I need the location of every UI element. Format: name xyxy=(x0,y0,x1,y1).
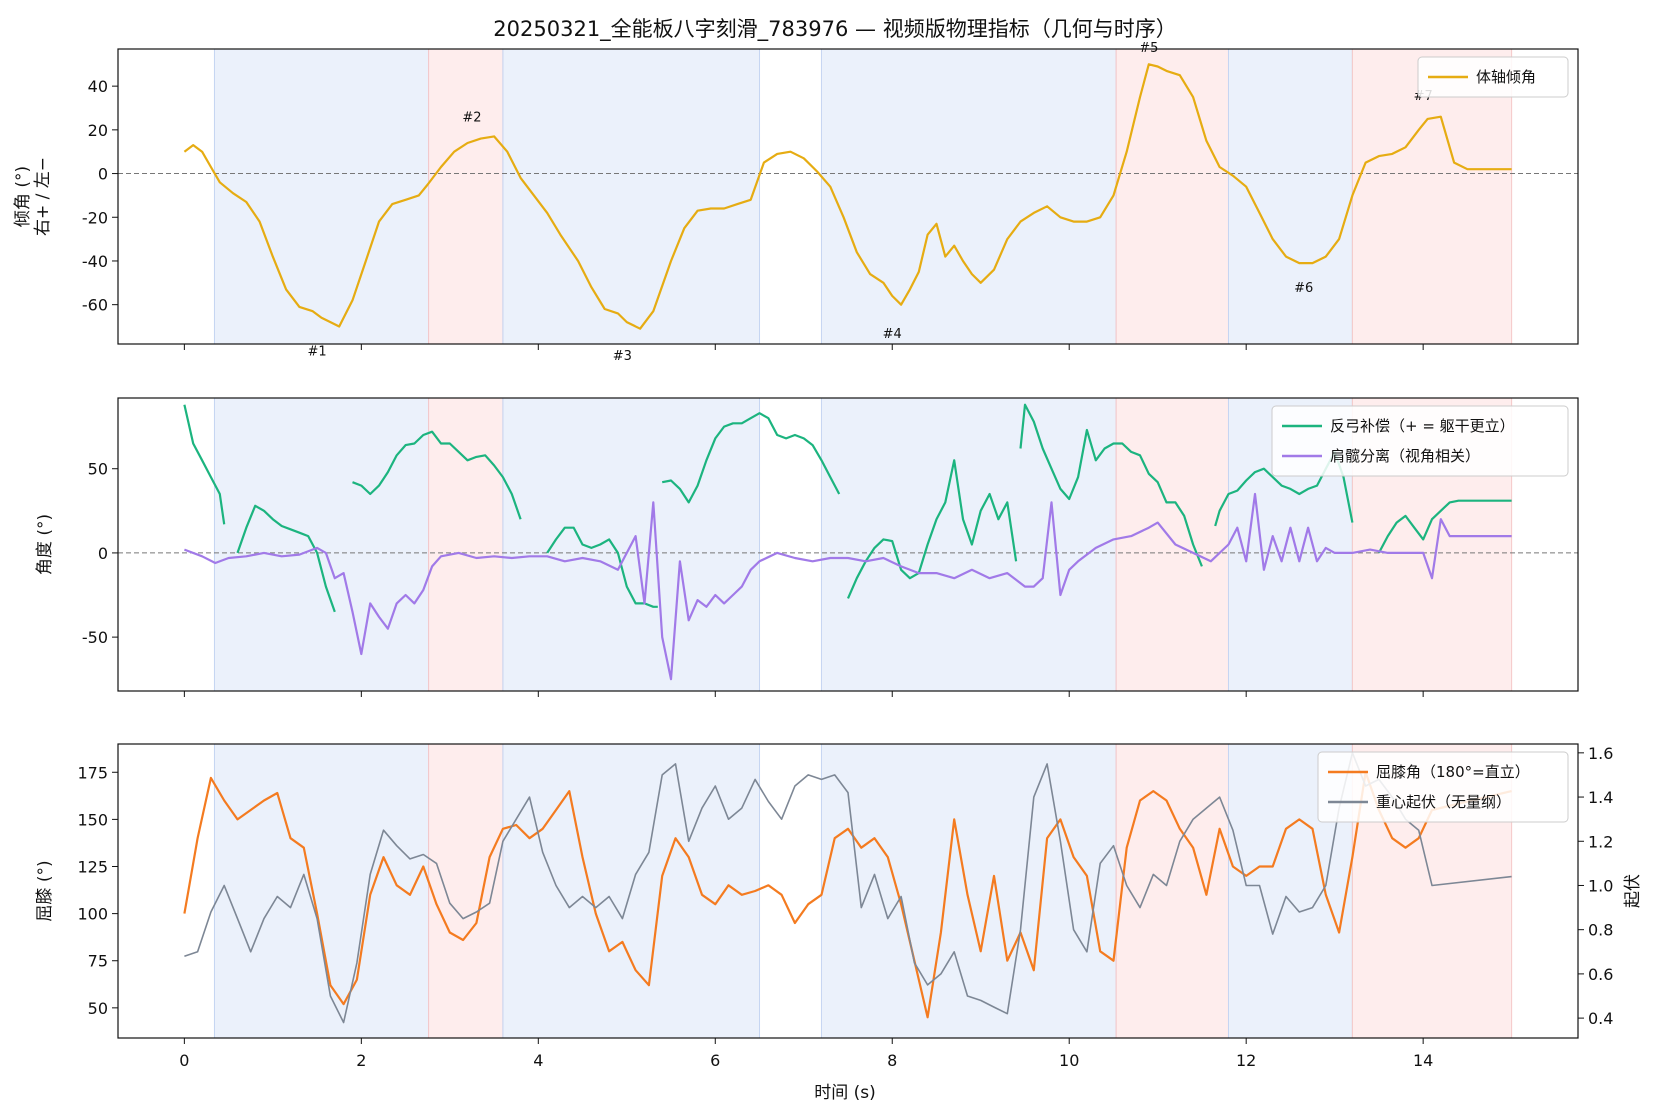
peak-annotation: #3 xyxy=(613,349,632,364)
panel-angles: 50 0 -50 角度 (°) 反弓补偿（+ = 躯干更立） 肩髋分离（视角相关） xyxy=(35,397,1579,697)
x-tick-label: 14 xyxy=(1413,1051,1433,1070)
series-line-angles-0 xyxy=(661,412,841,504)
y-tick-label: 75 xyxy=(88,952,108,971)
y-tick-label: 50 xyxy=(88,999,108,1018)
axes-frame xyxy=(117,48,1579,345)
axes-frame xyxy=(117,397,1579,692)
y-tick-label: -20 xyxy=(82,208,108,227)
legend: 体轴倾角 xyxy=(1417,56,1569,98)
y2-axis-label: 起伏 xyxy=(1623,874,1643,908)
y-tick-label: 50 xyxy=(88,460,108,479)
legend-label: 肩髋分离（视角相关） xyxy=(1330,447,1480,465)
peak-annotation: #4 xyxy=(883,327,902,342)
series-line-angles-1 xyxy=(184,492,1512,681)
x-tick-label: 12 xyxy=(1236,1051,1256,1070)
legend-label: 反弓补偿（+ = 躯干更立） xyxy=(1330,417,1515,435)
x-tick-label: 4 xyxy=(533,1051,543,1070)
peak-annotation: #1 xyxy=(308,345,327,360)
series-line-tilt-0 xyxy=(183,63,1512,330)
phase-band xyxy=(1115,743,1229,1039)
x-tick-label: 2 xyxy=(356,1051,366,1070)
y2-tick-label: 1.6 xyxy=(1588,744,1613,763)
axes-frame xyxy=(117,743,1579,1039)
y-axis-label: 倾角 (°) xyxy=(13,166,33,227)
x-axis-label: 时间 (s) xyxy=(814,1083,876,1103)
legend: 屈膝角（180°=直立） 重心起伏（无量纲） xyxy=(1317,751,1569,823)
y-tick-label: 0 xyxy=(98,165,108,184)
series-line-angles-0 xyxy=(236,504,336,613)
peak-annotation: #5 xyxy=(1139,41,1158,56)
x-tick-label: 6 xyxy=(710,1051,720,1070)
y2-tick-label: 1.4 xyxy=(1588,788,1613,807)
series-line-angles-0 xyxy=(546,526,658,608)
phase-band xyxy=(213,743,430,1039)
y2-tick-label: 0.4 xyxy=(1588,1009,1613,1028)
x-tick-label: 10 xyxy=(1059,1051,1079,1070)
phase-band xyxy=(1115,397,1229,692)
phase-band xyxy=(428,48,504,345)
y-tick-label: 125 xyxy=(77,858,108,877)
y-tick-label: 100 xyxy=(77,905,108,924)
y-axis-label: 右+ / 左− xyxy=(33,157,53,236)
legend-label: 重心起伏（无量纲） xyxy=(1376,793,1511,811)
phase-band xyxy=(820,397,1117,692)
phase-band xyxy=(213,397,430,692)
y-axis-label: 角度 (°) xyxy=(35,514,55,575)
y-tick-label: 150 xyxy=(77,810,108,829)
chart-title: 20250321_全能板八字刻滑_783976 — 视频版物理指标（几何与时序） xyxy=(493,17,1176,42)
y-tick-label: 20 xyxy=(88,121,108,140)
y-axis-label: 屈膝 (°) xyxy=(35,860,55,921)
phase-band xyxy=(428,397,504,692)
series-line-knee-1 xyxy=(184,752,1512,1024)
phase-band xyxy=(1351,48,1513,345)
phase-band xyxy=(1227,48,1353,345)
series-line-angles-0 xyxy=(352,430,522,520)
series-line-knee-0 xyxy=(183,771,1512,1019)
phase-band xyxy=(820,743,1117,1039)
legend: 反弓补偿（+ = 躯干更立） 肩髋分离（视角相关） xyxy=(1271,405,1569,477)
phase-band xyxy=(1115,48,1229,345)
y-tick-label: -50 xyxy=(82,628,108,647)
series-line-angles-0 xyxy=(846,459,1018,599)
x-tick-label: 8 xyxy=(887,1051,897,1070)
y2-tick-label: 0.8 xyxy=(1588,921,1613,940)
series-line-angles-0 xyxy=(1377,499,1512,554)
panel-knee: 175 150 125 100 75 50 0 2 4 6 8 10 12 14 1.6 1.4 1.2 1.0 0… xyxy=(35,743,1643,1070)
legend-label: 屈膝角（180°=直立） xyxy=(1376,763,1530,781)
y-tick-label: -40 xyxy=(82,252,108,271)
phase-band xyxy=(820,48,1117,345)
y2-tick-label: 1.2 xyxy=(1588,832,1613,851)
series-line-angles-0 xyxy=(1019,403,1203,567)
phase-band xyxy=(502,48,761,345)
y-tick-label: -60 xyxy=(82,296,108,315)
phase-band xyxy=(213,48,430,345)
peak-annotation: #6 xyxy=(1294,281,1313,296)
y-tick-label: 0 xyxy=(98,544,108,563)
y2-tick-label: 1.0 xyxy=(1588,876,1613,895)
y-tick-label: 175 xyxy=(77,763,108,782)
y2-tick-label: 0.6 xyxy=(1588,965,1613,984)
y-tick-label: 40 xyxy=(88,77,108,96)
x-tick-label: 0 xyxy=(179,1051,189,1070)
legend-label: 体轴倾角 xyxy=(1476,68,1536,86)
peak-annotation: #2 xyxy=(462,111,481,126)
series-line-angles-0 xyxy=(183,404,226,525)
